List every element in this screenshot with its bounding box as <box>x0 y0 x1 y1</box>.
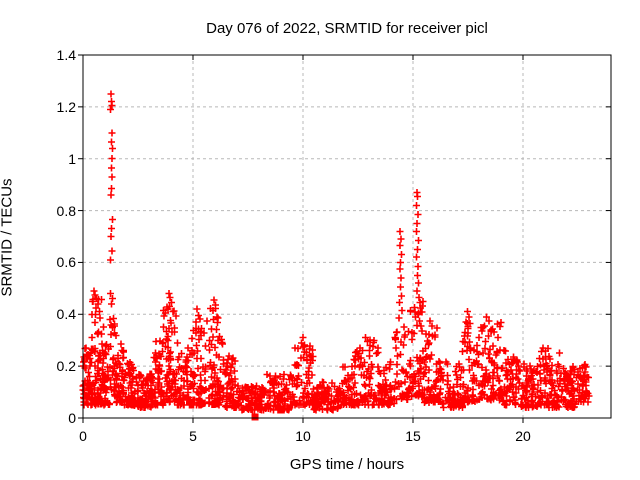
x-tick-label: 5 <box>189 428 197 444</box>
y-tick-label: 0.4 <box>56 306 76 323</box>
x-tick-label: 20 <box>515 428 531 444</box>
grid-lines <box>83 55 611 418</box>
x-tick-label: 15 <box>405 428 421 444</box>
x-axis-label: GPS time / hours <box>289 456 405 473</box>
y-tick-label: 1.2 <box>56 98 76 115</box>
y-axis-label: SRMTID / TECUs <box>0 178 16 297</box>
x-tick-label: 0 <box>79 428 87 444</box>
plot-border <box>82 54 612 419</box>
flag-square-marker <box>251 413 259 421</box>
y-tick-label: 0 <box>68 410 76 426</box>
y-tick-label: 1.4 <box>56 47 76 63</box>
scatter-points <box>79 90 593 414</box>
x-tick-label: 10 <box>295 428 311 444</box>
y-tick-label: 0.2 <box>56 358 76 375</box>
y-tick-label: 0.6 <box>56 254 76 271</box>
axis-ticks <box>78 54 611 423</box>
y-tick-label: 0.8 <box>56 202 76 219</box>
chart-title: Day 076 of 2022, SRMTID for receiver pic… <box>206 20 488 37</box>
y-tick-label: 1 <box>68 150 76 167</box>
